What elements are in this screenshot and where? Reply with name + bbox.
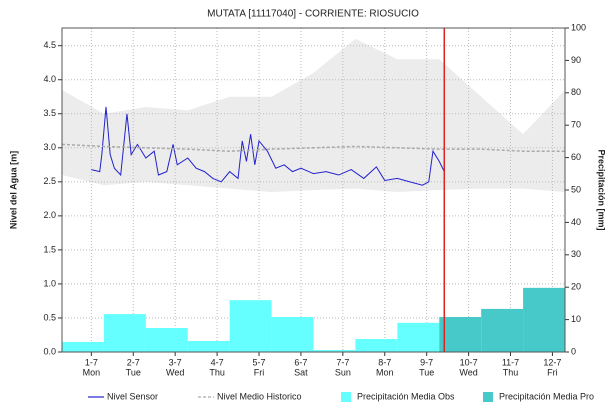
legend-label: Nivel Medio Historico — [217, 391, 302, 401]
x-tick-label: 6-7 — [294, 357, 307, 367]
x-tick-day: Thu — [503, 367, 519, 377]
y2-tick-label: 30 — [571, 249, 581, 259]
x-tick-day: Thu — [209, 367, 225, 377]
y-tick-label: 2.0 — [43, 210, 56, 220]
x-tick-label: 11-7 — [502, 357, 519, 367]
line — [61, 143, 565, 152]
legend-swatch — [483, 392, 493, 402]
plot-frame — [61, 27, 566, 353]
historic-band — [62, 38, 565, 193]
y-tick-label: 1.0 — [43, 278, 56, 288]
legend-label: Precipitación Media Pro — [499, 391, 594, 401]
bar — [187, 340, 230, 352]
x-tick-day: Fri — [547, 367, 558, 377]
y2-tick-label: 50 — [571, 184, 581, 194]
y2-tick-label: 20 — [571, 282, 581, 292]
x-tick-day: Sat — [294, 367, 308, 377]
y2-axis-label: Precipitación [mm] — [597, 149, 607, 230]
y-tick-label: 0.5 — [43, 312, 56, 322]
bar — [229, 300, 272, 352]
line — [91, 106, 445, 186]
x-tick-label: 10-7 — [460, 357, 478, 367]
x-tick-day: Wed — [459, 367, 477, 377]
y2-tick-label: 60 — [571, 152, 581, 162]
y-tick-label: 2.5 — [43, 176, 56, 186]
y2-tick-label: 80 — [571, 87, 581, 97]
x-tick-label: 1-7 — [85, 357, 98, 367]
y-tick-label: 4.5 — [43, 40, 56, 50]
x-tick-label: 2-7 — [127, 357, 140, 367]
y-axis-label: Nivel del Agua [m] — [8, 151, 18, 229]
legend-label: Nivel Sensor — [107, 391, 158, 401]
x-tick-day: Wed — [166, 367, 184, 377]
x-tick-label: 9-7 — [420, 357, 433, 367]
y2-tick-label: 90 — [571, 55, 581, 65]
bar — [271, 317, 314, 352]
bar — [523, 287, 565, 352]
bar — [355, 339, 398, 352]
x-tick-day: Tue — [126, 367, 141, 377]
bar — [397, 322, 440, 352]
x-tick-day: Tue — [419, 367, 434, 377]
y2-tick-label: 10 — [571, 314, 581, 324]
bar — [62, 341, 104, 352]
bar — [313, 350, 356, 352]
x-tick-label: 7-7 — [336, 357, 349, 367]
y-tick-label: 1.5 — [43, 244, 56, 254]
x-tick-label: 4-7 — [211, 357, 224, 367]
y-tick-label: 4.0 — [43, 74, 56, 84]
y-tick-label: 3.5 — [43, 108, 56, 118]
x-tick-label: 8-7 — [378, 357, 391, 367]
chart-title: MUTATA [11117040] - CORRIENTE: RIOSUCIO — [207, 9, 419, 20]
x-tick-label: 5-7 — [253, 357, 266, 367]
y-tick-label: 3.0 — [43, 142, 56, 152]
x-tick-day: Fri — [254, 367, 265, 377]
bar — [145, 328, 188, 352]
bar — [481, 308, 524, 352]
y2-tick-label: 70 — [571, 120, 581, 130]
x-tick-label: 12-7 — [543, 357, 561, 367]
y-tick-label: 0.0 — [43, 346, 56, 356]
bar — [103, 314, 146, 352]
x-tick-day: Sun — [335, 367, 351, 377]
x-tick-day: Mon — [376, 367, 394, 377]
bar — [439, 317, 482, 352]
y2-tick-label: 100 — [571, 22, 586, 32]
legend-label: Precipitación Media Obs — [357, 391, 455, 401]
y2-tick-label: 0 — [571, 346, 576, 356]
legend-swatch — [341, 392, 351, 402]
y2-tick-label: 40 — [571, 217, 581, 227]
x-tick-day: Mon — [83, 367, 101, 377]
x-tick-label: 3-7 — [169, 357, 182, 367]
